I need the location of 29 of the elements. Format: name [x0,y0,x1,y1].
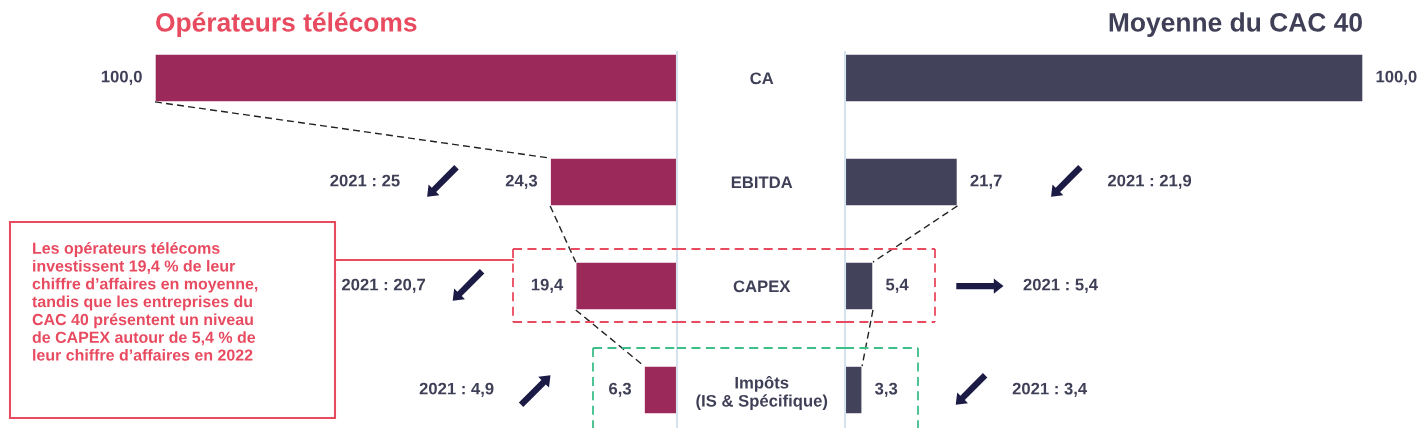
y-tick-label: EBITDA [731,176,793,189]
data-label: 5,4 [885,278,909,293]
data-label: 3,3 [874,382,898,397]
annotation: 2021 : 3,4 [1012,382,1088,397]
chart-title: Moyenne du CAC 40 [1109,12,1362,37]
annotation: 2021 : 21,9 [1107,174,1192,189]
y-tick-label: Impôts (IS & Spécifique) [696,375,828,410]
chart-title: Opérateurs télécoms [156,12,417,37]
data-label: 21,7 [970,174,1002,189]
annotation: 2021 : 25 [330,174,400,187]
data-label: 19,4 [531,278,564,293]
bar [549,157,677,207]
annotation: 2021 : 5,4 [1023,278,1098,293]
data-label: 100,0 [1376,70,1417,85]
bar [845,261,874,311]
data-label: 24,3 [505,174,538,189]
bar [845,365,863,415]
bar [845,157,959,207]
data-label: 100,0 [101,70,142,85]
bar [155,53,677,103]
bar [575,261,677,311]
annotation: 2021 : 20,7 [341,278,426,293]
bar [643,365,677,415]
y-tick-label: CAPEX [733,280,791,293]
bar [845,53,1363,103]
annotation: 2021 : 4,9 [419,382,494,397]
annotation: Les opérateurs télécoms investissent 19,4 % de leur chiffre d’affaires en moyenne, tandis que les entreprises du CAC 40 présentent un niveau de CAPEX autour de 5,4 % de leur chiffre d’affaires en 2022 [32,242,258,361]
data-label: 6,3 [609,382,632,397]
y-tick-label: CA [750,72,774,85]
